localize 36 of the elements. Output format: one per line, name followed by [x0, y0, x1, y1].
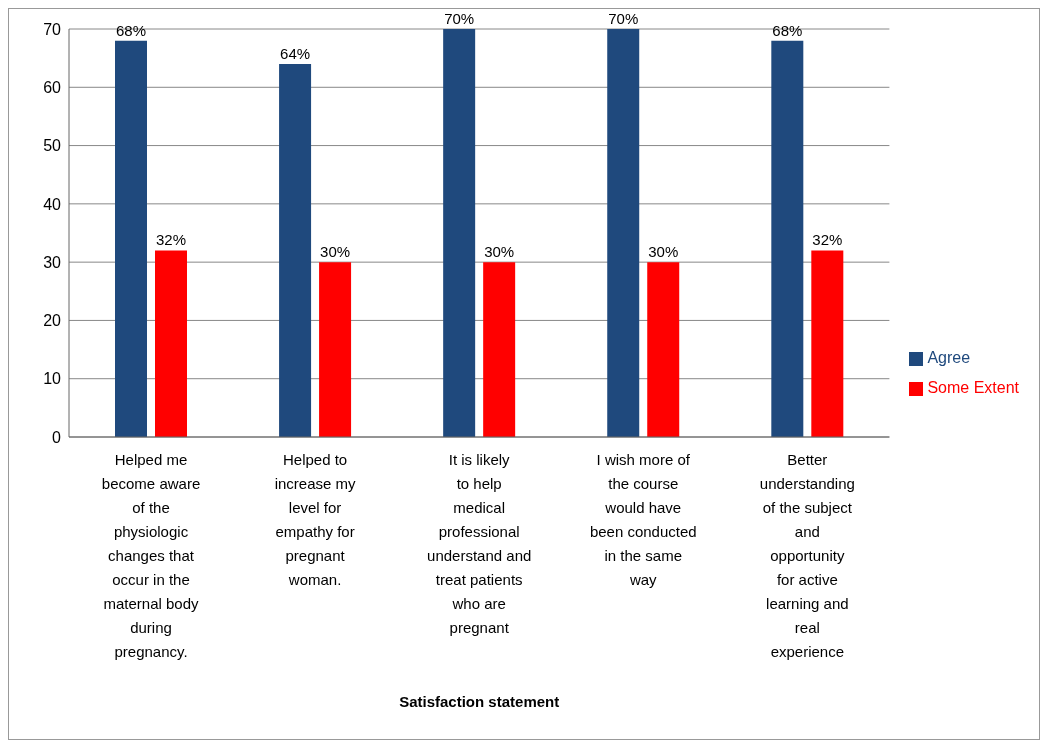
data-label: 32% — [812, 231, 843, 249]
y-tick-label: 40 — [43, 195, 62, 213]
data-label: 32% — [155, 231, 187, 249]
bar — [443, 29, 476, 437]
bar — [319, 262, 352, 437]
data-label: 30% — [484, 243, 515, 261]
category-label: Better understanding of the subject and opportunity for active learning and real experience — [759, 451, 855, 660]
legend-label: Agree — [927, 349, 971, 366]
bar — [115, 40, 147, 437]
y-tick-label: 30 — [43, 253, 62, 271]
x-tick-label: Helped to increase my level for empathy for pregnant woman. — [274, 451, 357, 588]
data-label: 68% — [115, 21, 147, 39]
x-tick-label: It is likely to help medical professional understand and treat patients who are pregnant — [427, 451, 532, 636]
y-tick-label: 60 — [43, 78, 62, 96]
bar — [647, 262, 680, 437]
y-tick-label: 20 — [43, 312, 62, 330]
data-label: 70% — [608, 10, 639, 27]
bar — [279, 63, 312, 437]
data-label: 30% — [320, 243, 351, 261]
bar — [607, 29, 640, 437]
data-label: 64% — [280, 44, 311, 62]
bar — [811, 250, 844, 437]
data-label: 68% — [772, 21, 803, 39]
y-tick-label: 50 — [43, 137, 62, 155]
bar — [155, 250, 187, 437]
x-tick-label: I wish more of the course would have been conducted in the same way — [589, 451, 697, 588]
y-tick-label: 70 — [43, 20, 62, 38]
bar — [483, 262, 516, 437]
bar — [771, 40, 804, 437]
y-tick-label: 0 — [52, 428, 62, 446]
y-tick-label: 10 — [43, 370, 62, 388]
data-label: 30% — [648, 243, 679, 261]
legend-label: Some Extent — [927, 379, 1019, 396]
data-label: 70% — [444, 10, 475, 27]
category-label: Helped me become aware of the physiologic changes that occur in the maternal body during pregnancy. — [101, 451, 201, 660]
x-axis-title: Satisfaction statement — [399, 693, 560, 710]
